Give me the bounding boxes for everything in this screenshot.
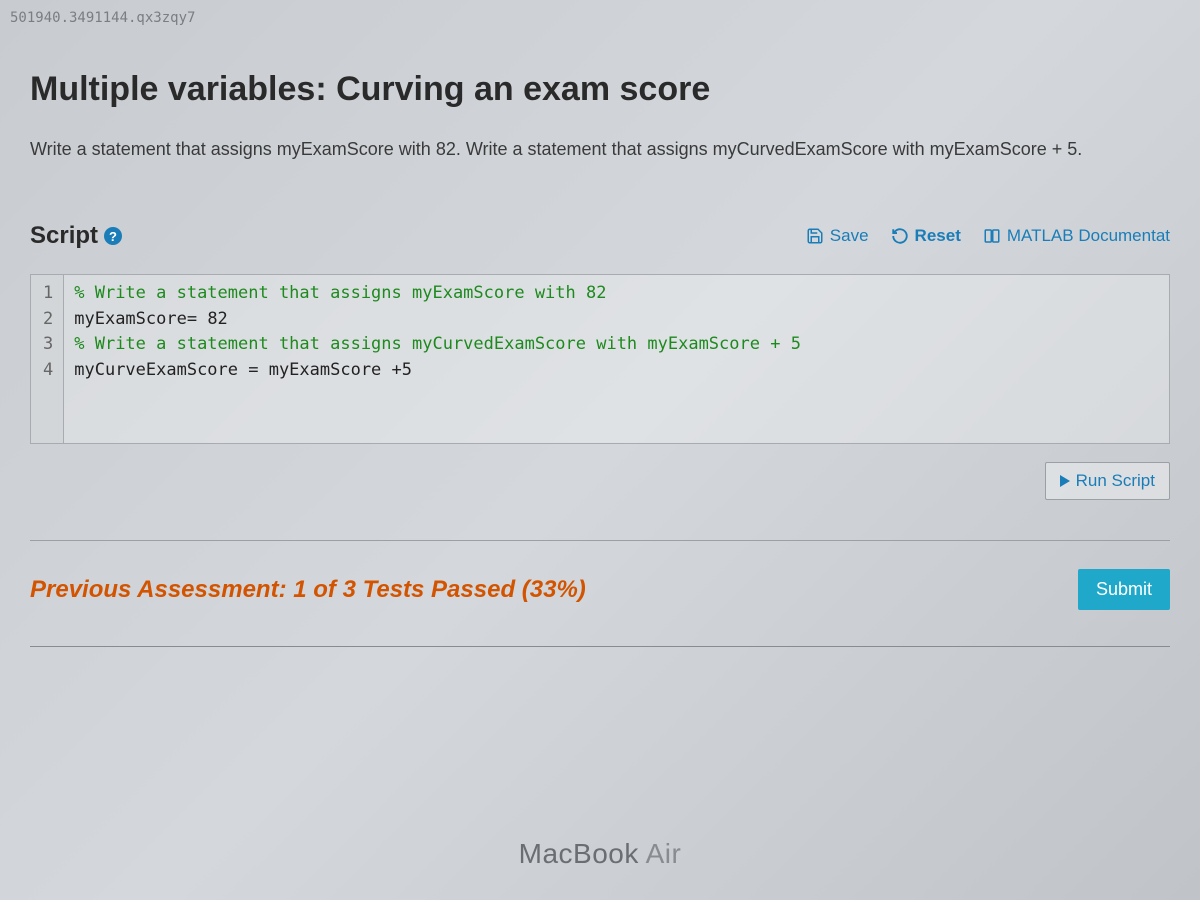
save-label: Save bbox=[830, 226, 869, 246]
line-number: 2 bbox=[39, 307, 57, 333]
script-header: Script ? Save Reset bbox=[30, 222, 1170, 250]
page-title: Multiple variables: Curving an exam scor… bbox=[30, 70, 1170, 109]
main-container: Multiple variables: Curving an exam scor… bbox=[0, 0, 1200, 647]
code-line: % Write a statement that assigns myExamS… bbox=[74, 281, 1159, 307]
divider bbox=[30, 540, 1170, 541]
line-number: 1 bbox=[39, 281, 57, 307]
doc-label: MATLAB Documentat bbox=[1007, 226, 1170, 246]
device-label: MacBook Air bbox=[519, 838, 682, 870]
assessment-row: Previous Assessment: 1 of 3 Tests Passed… bbox=[30, 569, 1170, 610]
code-line: myCurveExamScore = myExamScore +5 bbox=[74, 358, 1159, 384]
code-line: % Write a statement that assigns myCurve… bbox=[74, 332, 1159, 358]
play-icon bbox=[1060, 475, 1070, 487]
editor-toolbar: Save Reset MATLAB Documentat bbox=[806, 226, 1170, 246]
code-editor[interactable]: 1 2 3 4 % Write a statement that assigns… bbox=[30, 274, 1170, 444]
doc-icon bbox=[983, 227, 1001, 245]
reset-icon bbox=[891, 227, 909, 245]
script-label: Script bbox=[30, 222, 98, 250]
divider-bottom bbox=[30, 646, 1170, 647]
problem-prompt: Write a statement that assigns myExamSco… bbox=[30, 137, 1170, 162]
save-button[interactable]: Save bbox=[806, 226, 869, 246]
code-line: myExamScore= 82 bbox=[74, 307, 1159, 333]
script-label-wrap: Script ? bbox=[30, 222, 122, 250]
help-icon[interactable]: ? bbox=[104, 227, 122, 245]
code-area[interactable]: % Write a statement that assigns myExamS… bbox=[64, 275, 1169, 443]
line-number-gutter: 1 2 3 4 bbox=[31, 275, 64, 443]
line-number: 4 bbox=[39, 358, 57, 384]
line-number: 3 bbox=[39, 332, 57, 358]
reset-label: Reset bbox=[915, 226, 961, 246]
watermark-id: 501940.3491144.qx3zqy7 bbox=[10, 10, 195, 26]
reset-button[interactable]: Reset bbox=[891, 226, 961, 246]
matlab-doc-link[interactable]: MATLAB Documentat bbox=[983, 226, 1170, 246]
submit-button[interactable]: Submit bbox=[1078, 569, 1170, 610]
run-script-button[interactable]: Run Script bbox=[1045, 462, 1170, 500]
save-icon bbox=[806, 227, 824, 245]
run-row: Run Script bbox=[30, 462, 1170, 500]
assessment-status: Previous Assessment: 1 of 3 Tests Passed… bbox=[30, 576, 586, 604]
run-label: Run Script bbox=[1076, 471, 1155, 491]
